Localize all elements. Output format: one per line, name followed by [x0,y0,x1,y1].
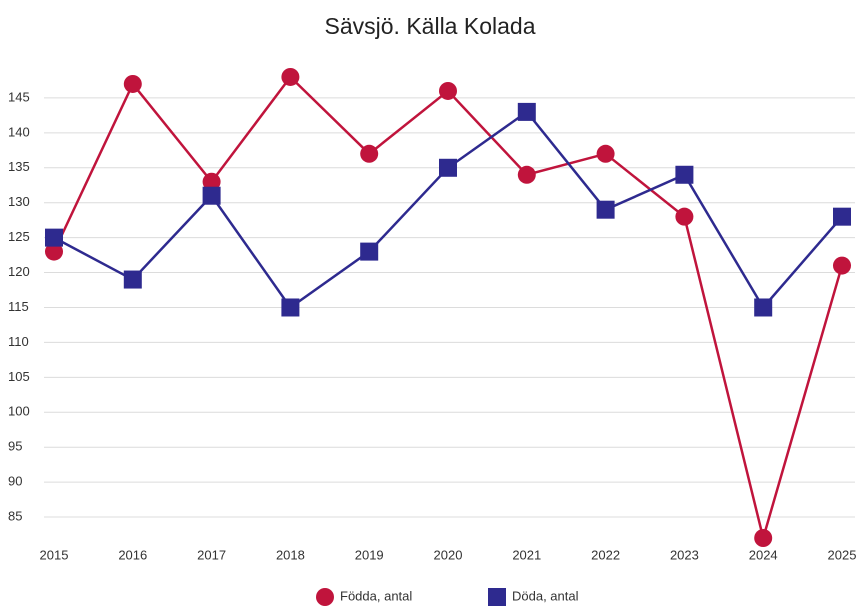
x-tick-label: 2025 [828,547,857,562]
y-tick-label: 120 [8,264,30,279]
data-point [596,200,615,219]
x-tick-label: 2021 [512,547,541,562]
y-tick-label: 145 [8,89,30,104]
y-tick-label: 135 [8,159,30,174]
legend-label: Födda, antal [340,588,412,603]
data-point [360,144,379,163]
data-point [754,529,773,547]
data-point [754,298,773,317]
legend-label: Döda, antal [512,588,579,603]
y-tick-label: 115 [8,299,29,314]
y-tick-label: 125 [8,229,30,244]
x-tick-label: 2020 [434,547,463,562]
y-tick-label: 95 [8,439,22,454]
series-line [53,110,843,310]
data-point [517,102,536,121]
y-tick-label: 105 [8,369,30,384]
data-point [517,165,536,184]
data-point [202,186,221,205]
chart-title: Sävsjö. Källa Kolada [325,13,536,39]
legend-marker [488,588,506,606]
y-tick-label: 110 [8,334,29,349]
x-tick-label: 2017 [197,547,226,562]
data-point [675,207,694,226]
x-tick-label: 2015 [40,547,69,562]
y-tick-label: 85 [8,508,22,523]
data-point [45,242,63,261]
data-point [123,74,142,93]
data-point [123,270,142,289]
legend-marker [316,588,334,606]
x-tick-label: 2023 [670,547,699,562]
data-point [596,144,615,163]
y-tick-label: 100 [8,404,30,419]
data-point [833,207,851,226]
y-tick-label: 140 [8,124,30,139]
data-point [675,165,694,184]
data-point [281,298,300,317]
data-point [202,172,221,191]
data-point [281,67,300,86]
data-point [833,256,851,275]
x-tick-label: 2018 [276,547,305,562]
x-tick-label: 2019 [355,547,384,562]
x-tick-label: 2016 [118,547,147,562]
data-point [45,228,63,247]
x-tick-label: 2022 [591,547,620,562]
data-point [360,242,379,261]
data-point [439,81,457,100]
x-tick-label: 2024 [749,547,778,562]
y-tick-label: 130 [8,194,30,209]
y-tick-label: 90 [8,474,22,489]
data-point [439,158,457,177]
